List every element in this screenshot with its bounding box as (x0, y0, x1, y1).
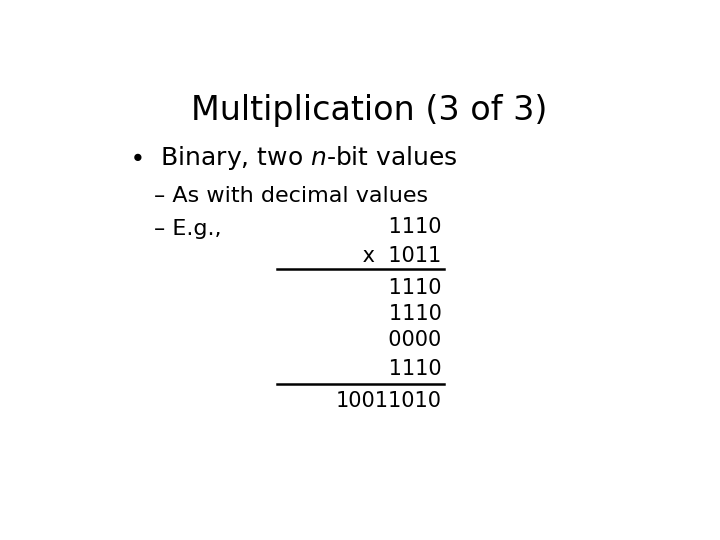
Text: 0000: 0000 (375, 330, 441, 350)
Text: $\bullet$  Binary, two $\it{n}$-bit values: $\bullet$ Binary, two $\it{n}$-bit value… (129, 144, 458, 172)
Text: 1110: 1110 (362, 278, 441, 298)
Text: – As with decimal values: – As with decimal values (154, 186, 428, 206)
Text: 1110: 1110 (362, 217, 441, 237)
Text: 10011010: 10011010 (336, 391, 441, 411)
Text: 1110: 1110 (369, 304, 441, 325)
Text: 1110: 1110 (382, 359, 441, 379)
Text: x  1011: x 1011 (356, 246, 441, 266)
Text: – E.g.,: – E.g., (154, 219, 222, 239)
Text: Multiplication (3 of 3): Multiplication (3 of 3) (191, 94, 547, 127)
